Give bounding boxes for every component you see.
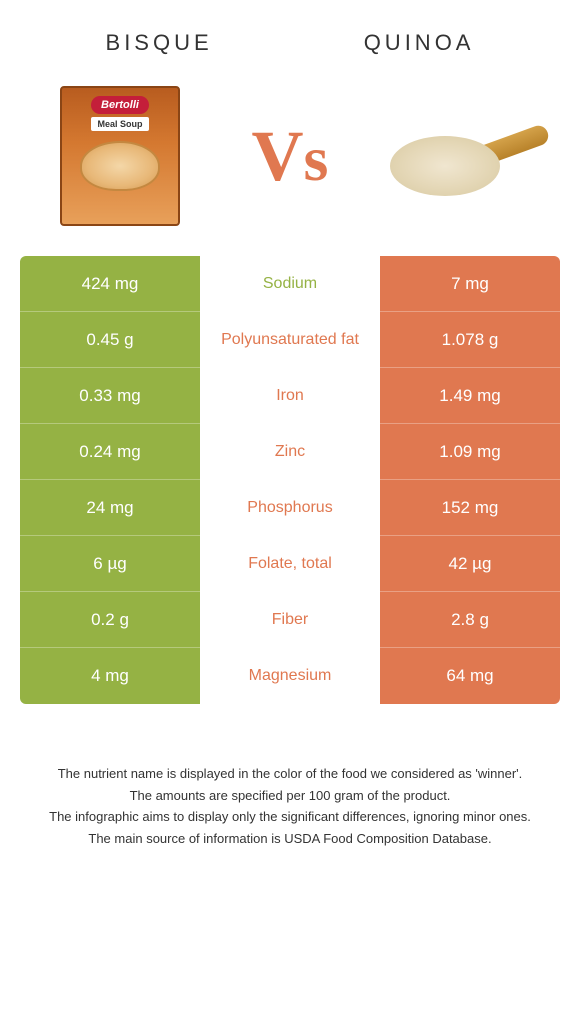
value-right: 1.09 mg	[380, 424, 560, 480]
table-row: 0.33 mgIron1.49 mg	[20, 368, 560, 424]
nutrient-label: Iron	[200, 368, 380, 424]
value-right: 152 mg	[380, 480, 560, 536]
bisque-bowl-icon	[80, 141, 160, 191]
value-left: 0.33 mg	[20, 368, 200, 424]
table-row: 24 mgPhosphorus152 mg	[20, 480, 560, 536]
value-left: 6 µg	[20, 536, 200, 592]
footer-line: The infographic aims to display only the…	[30, 807, 550, 827]
value-right: 2.8 g	[380, 592, 560, 648]
bisque-package-icon: Bertolli Meal Soup	[60, 86, 180, 226]
title-left: Bisque	[106, 30, 213, 56]
header: Bisque Quinoa	[0, 20, 580, 76]
quinoa-scoop-icon	[380, 106, 540, 206]
bisque-image: Bertolli Meal Soup	[40, 86, 200, 226]
value-right: 7 mg	[380, 256, 560, 312]
value-left: 24 mg	[20, 480, 200, 536]
value-left: 4 mg	[20, 648, 200, 704]
footer-line: The main source of information is USDA F…	[30, 829, 550, 849]
value-right: 64 mg	[380, 648, 560, 704]
nutrient-label: Zinc	[200, 424, 380, 480]
comparison-table: 424 mgSodium7 mg0.45 gPolyunsaturated fa…	[20, 256, 560, 704]
images-row: Bertolli Meal Soup VS	[0, 76, 580, 256]
table-row: 424 mgSodium7 mg	[20, 256, 560, 312]
title-right: Quinoa	[364, 30, 475, 56]
vs-v: V	[252, 116, 304, 196]
value-right: 1.078 g	[380, 312, 560, 368]
table-row: 6 µgFolate, total42 µg	[20, 536, 560, 592]
value-left: 0.2 g	[20, 592, 200, 648]
quinoa-image	[380, 86, 540, 226]
value-left: 0.24 mg	[20, 424, 200, 480]
quinoa-pile-icon	[390, 136, 500, 196]
value-left: 424 mg	[20, 256, 200, 312]
table-row: 0.2 gFiber2.8 g	[20, 592, 560, 648]
footer-line: The nutrient name is displayed in the co…	[30, 764, 550, 784]
nutrient-label: Fiber	[200, 592, 380, 648]
bisque-label: Meal Soup	[91, 117, 148, 131]
table-row: 4 mgMagnesium64 mg	[20, 648, 560, 704]
bisque-logo: Bertolli	[91, 96, 149, 114]
table-row: 0.24 mgZinc1.09 mg	[20, 424, 560, 480]
value-left: 0.45 g	[20, 312, 200, 368]
nutrient-label: Phosphorus	[200, 480, 380, 536]
nutrient-label: Polyunsaturated fat	[200, 312, 380, 368]
vs-s: S	[304, 123, 329, 194]
nutrient-label: Folate, total	[200, 536, 380, 592]
vs-label: VS	[252, 115, 329, 198]
nutrient-label: Magnesium	[200, 648, 380, 704]
table-row: 0.45 gPolyunsaturated fat1.078 g	[20, 312, 560, 368]
value-right: 1.49 mg	[380, 368, 560, 424]
value-right: 42 µg	[380, 536, 560, 592]
footer-line: The amounts are specified per 100 gram o…	[30, 786, 550, 806]
nutrient-label: Sodium	[200, 256, 380, 312]
footer-notes: The nutrient name is displayed in the co…	[0, 704, 580, 870]
